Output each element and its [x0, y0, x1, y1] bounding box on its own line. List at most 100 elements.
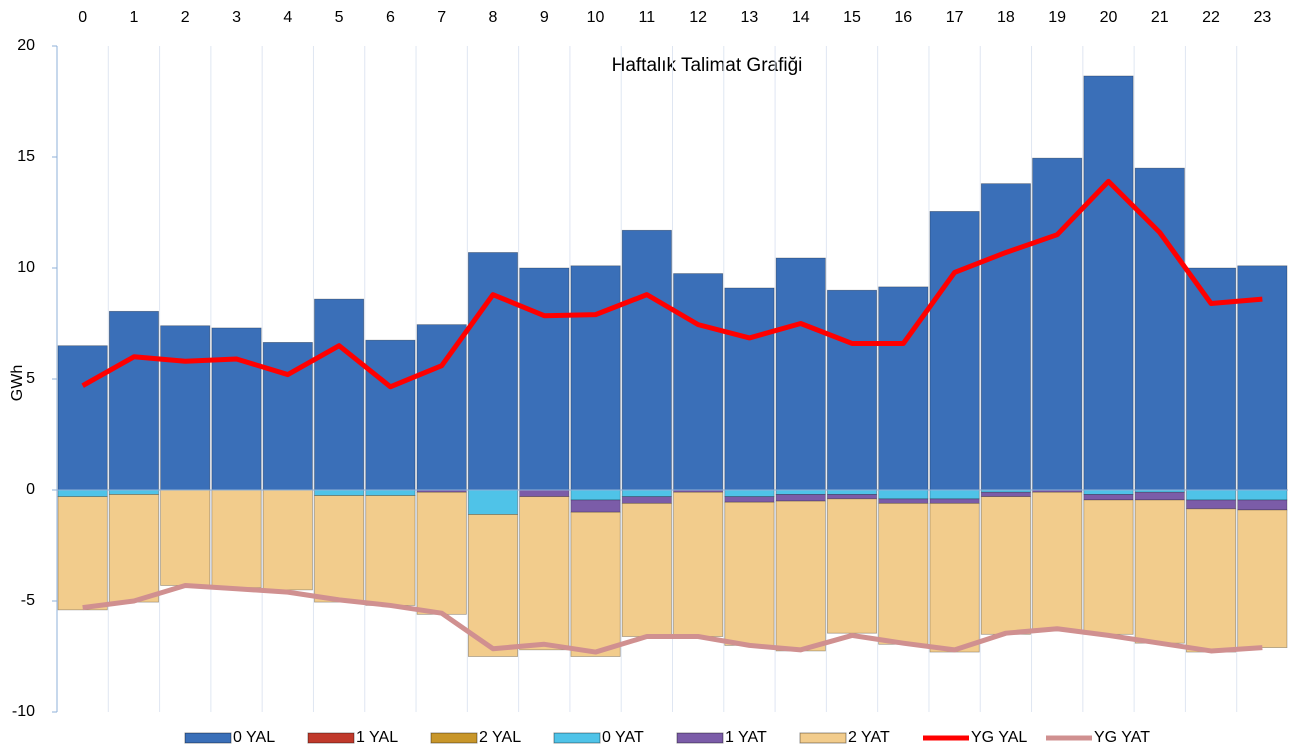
bar	[519, 489, 570, 498]
bar	[57, 496, 108, 611]
bar	[1134, 491, 1185, 501]
bar	[1237, 265, 1288, 491]
bar	[929, 489, 980, 500]
y-tick-label: 10	[17, 259, 35, 276]
legend-swatch	[307, 732, 355, 744]
bar	[1186, 499, 1237, 510]
bar	[108, 494, 159, 603]
bar	[827, 494, 878, 500]
x-tick-label: 22	[1202, 9, 1220, 26]
bar	[314, 298, 365, 491]
x-tick-label: 3	[232, 9, 241, 26]
legend-label: 2 YAT	[848, 729, 890, 746]
legend-swatch	[799, 732, 847, 744]
bar	[1134, 167, 1185, 491]
bar	[929, 211, 980, 491]
x-tick-label: 6	[386, 9, 395, 26]
bar	[57, 345, 108, 491]
bar	[1186, 489, 1237, 501]
line	[81, 178, 1263, 390]
legend-swatch	[430, 732, 478, 744]
bar	[827, 489, 878, 495]
bar	[724, 501, 775, 646]
y-axis-label: GWh	[9, 365, 26, 401]
x-tick-label: 8	[489, 9, 498, 26]
bar	[467, 514, 518, 657]
bar	[519, 267, 570, 491]
bar	[775, 489, 826, 495]
y-tick-label: 15	[17, 148, 35, 165]
bar	[827, 498, 878, 634]
bar	[878, 489, 929, 500]
bar	[775, 500, 826, 652]
bar	[878, 498, 929, 504]
bar	[1237, 499, 1288, 511]
bar	[416, 324, 467, 491]
bar	[673, 491, 724, 637]
bar	[160, 489, 211, 586]
legend-label: 1 YAT	[725, 729, 767, 746]
bar	[724, 489, 775, 498]
x-tick-label: 17	[946, 9, 964, 26]
legend-swatch	[553, 732, 601, 744]
bar	[1083, 499, 1134, 635]
bar	[929, 502, 980, 653]
bar	[1032, 157, 1083, 491]
bar	[724, 287, 775, 491]
bar	[314, 489, 365, 496]
bar	[365, 489, 416, 496]
bar	[1237, 509, 1288, 648]
bar	[570, 499, 621, 513]
bar	[673, 273, 724, 491]
y-tick-label: 20	[17, 37, 35, 54]
bar	[980, 183, 1031, 491]
bar	[211, 327, 262, 491]
legend-label: 2 YAL	[479, 729, 521, 746]
x-tick-label: 15	[843, 9, 861, 26]
x-tick-label: 20	[1100, 9, 1118, 26]
x-tick-label: 9	[540, 9, 549, 26]
bar	[519, 496, 570, 651]
bar	[262, 489, 313, 591]
bar	[467, 489, 518, 515]
x-tick-label: 13	[741, 9, 759, 26]
bar	[980, 496, 1031, 635]
x-tick-label: 4	[283, 9, 292, 26]
bar	[621, 496, 672, 504]
x-tick-label: 12	[689, 9, 707, 26]
x-tick-label: 10	[587, 9, 605, 26]
bar	[365, 339, 416, 491]
x-tick-label: 1	[129, 9, 138, 26]
bar	[775, 257, 826, 491]
bar	[108, 310, 159, 491]
bar	[211, 489, 262, 589]
bar	[1032, 491, 1083, 632]
y-tick-label: -5	[21, 592, 35, 609]
bar	[980, 491, 1031, 498]
bar	[621, 502, 672, 637]
bar	[775, 494, 826, 502]
y-tick-label: 5	[26, 370, 35, 387]
x-tick-label: 16	[894, 9, 912, 26]
x-tick-label: 21	[1151, 9, 1169, 26]
bar	[1186, 508, 1237, 653]
bar	[621, 229, 672, 491]
legend-label: 1 YAL	[356, 729, 398, 746]
bar	[1083, 75, 1134, 491]
x-tick-label: 0	[78, 9, 87, 26]
legend-label: 0 YAT	[602, 729, 644, 746]
x-tick-label: 18	[997, 9, 1015, 26]
bar	[570, 511, 621, 657]
bar	[314, 495, 365, 603]
legend-label: 0 YAL	[233, 729, 275, 746]
chart-title: Haftalık Talimat Grafiği	[612, 55, 803, 76]
y-tick-label: 0	[26, 481, 35, 498]
bar	[1134, 499, 1185, 644]
x-tick-label: 23	[1253, 9, 1271, 26]
bar	[570, 265, 621, 491]
bar	[929, 498, 980, 504]
legend-swatch	[676, 732, 724, 744]
bar	[1083, 494, 1134, 501]
legend-label: YG YAT	[1094, 729, 1150, 746]
